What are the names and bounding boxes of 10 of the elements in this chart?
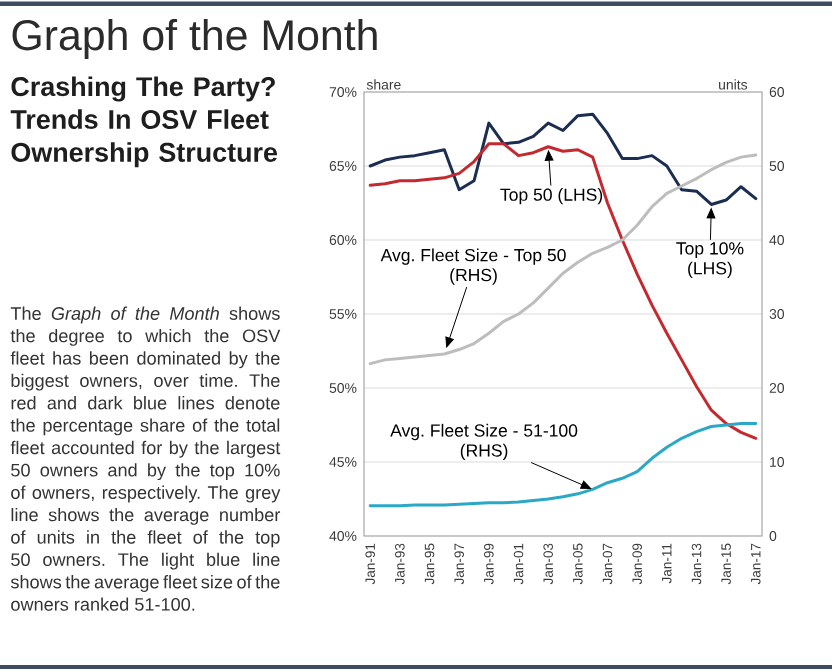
series-label: Avg. Fleet Size - Top 50 (RHS): [380, 248, 566, 285]
series-label: Avg. Fleet Size - 51-100 (RHS): [390, 423, 578, 461]
line-series: [368, 142, 758, 440]
text: The Graph of the Month shows the degree to which the OSV fleet has been dominated by the biggest owners, over time. The red and dark blue lines denote the percentage share of the total fleet accounted for by the largest 50 owners and by the top 10% of owners, respectively. The grey line shows the average number of units in the fleet of the top 50 owners. The light blue line shows the average fleet size of the owners ranked 51-100.: [10, 306, 281, 611]
text: Top 10% (LHS): [676, 242, 744, 278]
chart-title: Graph of the Month: [12, 18, 377, 59]
series-label: Top 50 (LHS): [500, 187, 603, 205]
line-series: [368, 153, 758, 366]
text: Crashing The Party? Trends In OSV Fleet Ownership Structure: [10, 76, 278, 168]
line-series: [368, 112, 758, 206]
